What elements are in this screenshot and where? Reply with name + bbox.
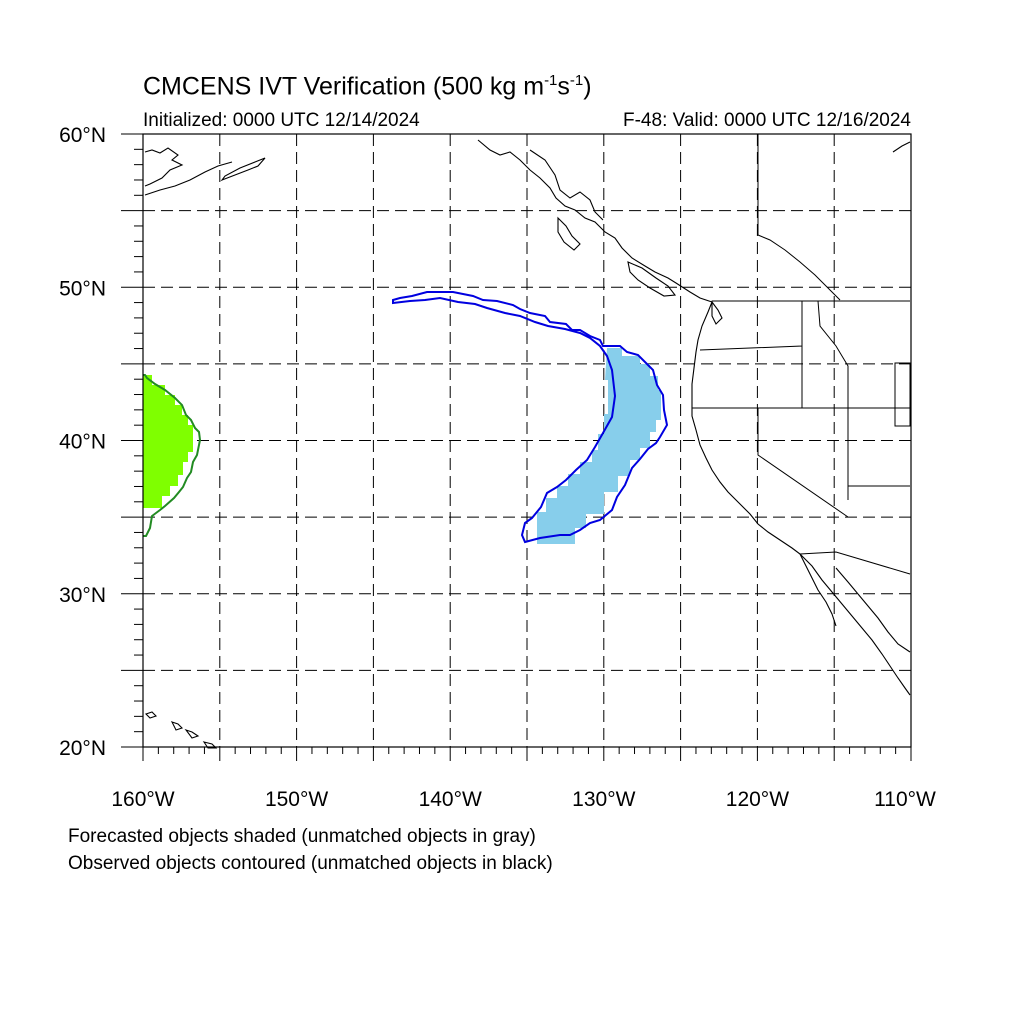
initialized-label: Initialized: 0000 UTC 12/14/2024 — [143, 110, 420, 131]
observed-contour-east — [392, 291, 669, 544]
latitude-labels: 60°N 50°N 40°N 30°N 20°N — [59, 124, 106, 760]
bc-coast — [477, 139, 713, 303]
forecast-object-east — [537, 348, 661, 544]
longitude-label: 130°W — [572, 788, 635, 811]
latitude-label: 30°N — [59, 584, 106, 607]
alaska-coast — [144, 147, 184, 187]
observed-contour-west — [143, 374, 202, 537]
forecast-object-west — [143, 375, 193, 508]
longitude-label: 140°W — [419, 788, 482, 811]
hawaii-islands — [144, 711, 218, 749]
latitude-label: 60°N — [59, 124, 106, 147]
axis-ticks — [121, 133, 912, 761]
us-west-coast — [691, 301, 837, 627]
valid-time-label: F-48: Valid: 0000 UTC 12/16/2024 — [623, 110, 911, 131]
longitude-label: 150°W — [265, 788, 328, 811]
vancouver-island — [627, 261, 677, 297]
latitude-label: 40°N — [59, 431, 106, 454]
longitude-label: 110°W — [874, 788, 936, 811]
forecast-note: Forecasted objects shaded (unmatched obj… — [68, 826, 536, 847]
latitude-label: 20°N — [59, 737, 106, 760]
longitude-label: 120°W — [726, 788, 789, 811]
political-boundaries — [692, 134, 911, 575]
latitude-label: 50°N — [59, 277, 106, 300]
map-title: CMCENS IVT Verification (500 kg m-1s-1) — [143, 72, 592, 101]
baja-california — [799, 553, 911, 696]
observed-note: Observed objects contoured (unmatched ob… — [68, 853, 553, 874]
grid-lines — [143, 134, 911, 747]
longitude-label: 160°W — [111, 788, 174, 811]
longitude-labels: 160°W 150°W 140°W 130°W 120°W 110°W — [111, 788, 936, 811]
coastlines — [144, 139, 911, 749]
